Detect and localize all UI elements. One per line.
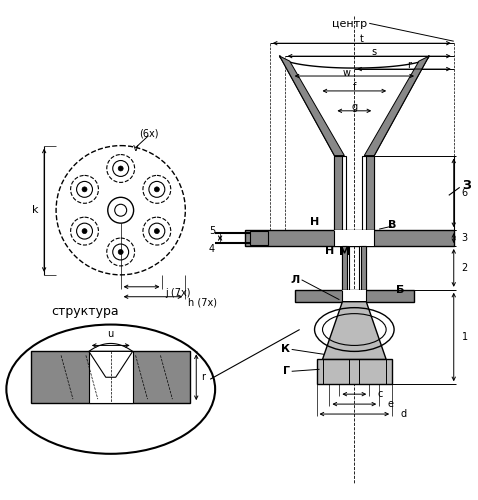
Bar [361,246,366,290]
Polygon shape [364,56,429,156]
Text: r: r [407,60,411,70]
Text: 4: 4 [209,244,215,254]
Text: e: e [387,399,393,409]
Text: k: k [32,205,38,215]
Bar [335,156,347,230]
Circle shape [118,250,123,254]
Text: 3: 3 [462,233,468,243]
Bar [89,352,132,403]
Circle shape [82,187,87,192]
Polygon shape [89,352,132,378]
Text: 2: 2 [462,263,468,273]
Bar [362,156,374,230]
Circle shape [82,228,87,234]
Text: g: g [351,102,358,112]
Bar [245,230,454,246]
Text: u: u [108,330,114,340]
Ellipse shape [6,324,215,454]
Text: центр: центр [332,20,367,30]
Bar [294,290,414,302]
Bar [342,290,366,302]
Bar [335,230,374,246]
Bar [366,156,374,230]
Text: c: c [377,389,382,399]
Bar [31,352,190,403]
Bar [335,156,342,230]
Bar [342,246,349,290]
Bar [316,360,392,384]
Text: d: d [400,409,406,419]
Text: (6x): (6x) [139,128,158,138]
Text: h (7x): h (7x) [188,298,217,308]
Polygon shape [323,302,386,360]
Text: t: t [360,34,364,44]
Circle shape [154,228,159,234]
Text: 1: 1 [462,332,468,342]
Circle shape [154,187,159,192]
Text: Л: Л [291,275,300,285]
Text: Н: Н [310,217,319,227]
Bar [359,246,366,290]
Text: К: К [281,344,290,354]
Text: Г: Г [282,366,290,376]
Text: 5: 5 [209,226,215,236]
Text: М: М [339,247,350,257]
Polygon shape [280,56,344,156]
Text: Н: Н [325,246,334,256]
Text: s: s [372,47,377,57]
Text: w: w [342,68,350,78]
Bar [342,246,348,290]
Text: структура: структура [51,304,119,318]
Text: j (7x): j (7x) [165,288,191,298]
Text: З: З [462,179,470,192]
Circle shape [118,166,123,171]
Bar [250,231,268,245]
Text: 6: 6 [462,188,468,198]
Text: Б: Б [396,285,404,295]
Text: f: f [353,82,356,92]
Text: В: В [388,220,396,230]
Text: r: r [201,372,205,382]
Text: v: v [133,142,139,152]
